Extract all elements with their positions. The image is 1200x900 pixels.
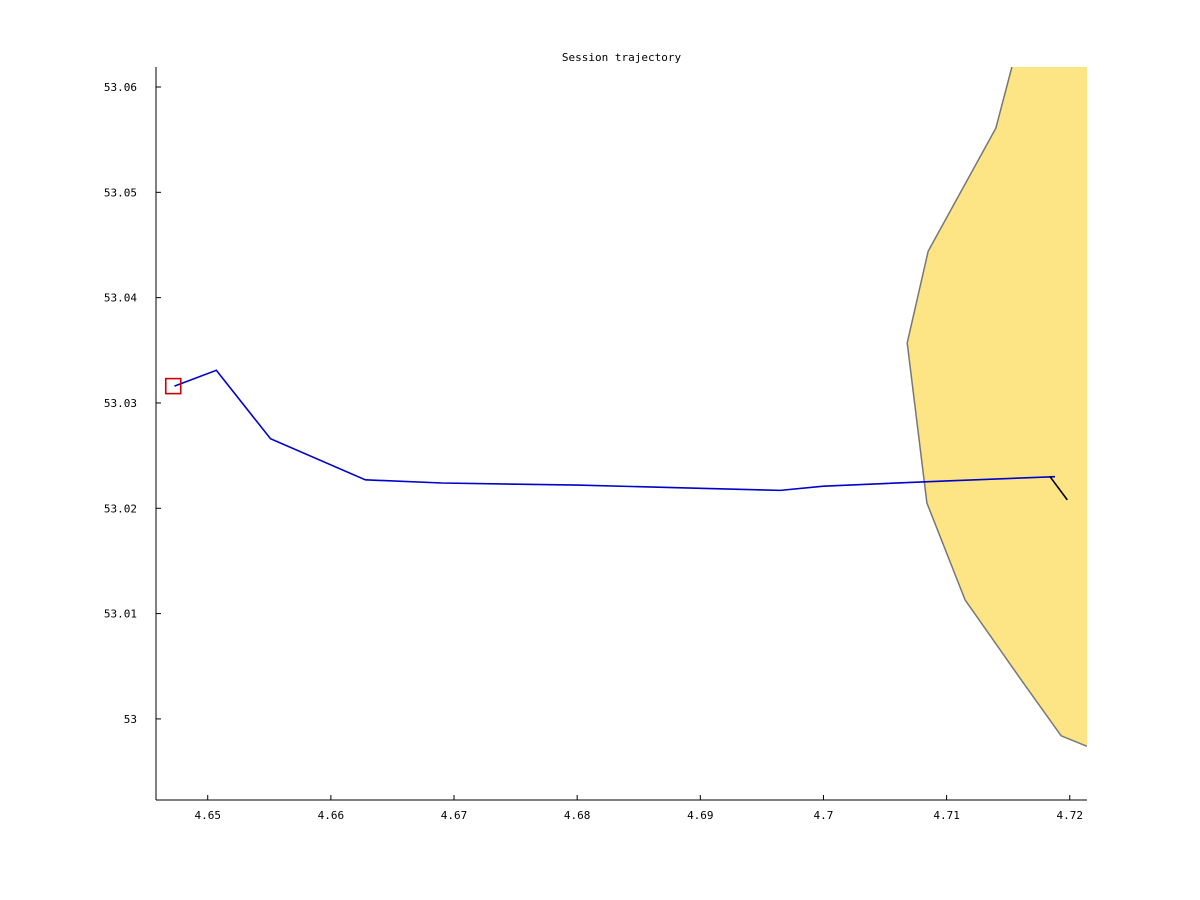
region-outline xyxy=(906,67,1087,747)
x-tick-label: 4.69 xyxy=(687,809,714,822)
y-tick-label: 53.04 xyxy=(104,292,137,305)
x-tick-label: 4.66 xyxy=(318,809,345,822)
trajectory-line xyxy=(174,369,1056,492)
x-tick-label: 4.71 xyxy=(933,809,960,822)
y-tick-label: 53.06 xyxy=(104,81,137,94)
start-marker xyxy=(164,377,182,395)
x-tick-label: 4.67 xyxy=(441,809,468,822)
region-fill xyxy=(907,67,1087,747)
y-tick-label: 53.01 xyxy=(104,608,137,621)
x-tick-label: 4.72 xyxy=(1057,809,1084,822)
x-tick-label: 4.68 xyxy=(564,809,591,822)
x-tick-label: 4.65 xyxy=(194,809,221,822)
heading-line xyxy=(1049,476,1068,501)
x-tick-label: 4.7 xyxy=(814,809,834,822)
y-tick-label: 53.05 xyxy=(104,186,137,199)
y-tick-label: 53.03 xyxy=(104,397,137,410)
y-tick-label: 53.02 xyxy=(104,502,137,515)
y-tick-label: 53 xyxy=(124,713,137,726)
plot-area xyxy=(174,67,1087,747)
chart-title: Session trajectory xyxy=(562,51,682,64)
axes: 4.65 4.66 4.67 4.68 4.69 4.7 4.71 4.72 53 53.01 53… xyxy=(104,67,1087,822)
